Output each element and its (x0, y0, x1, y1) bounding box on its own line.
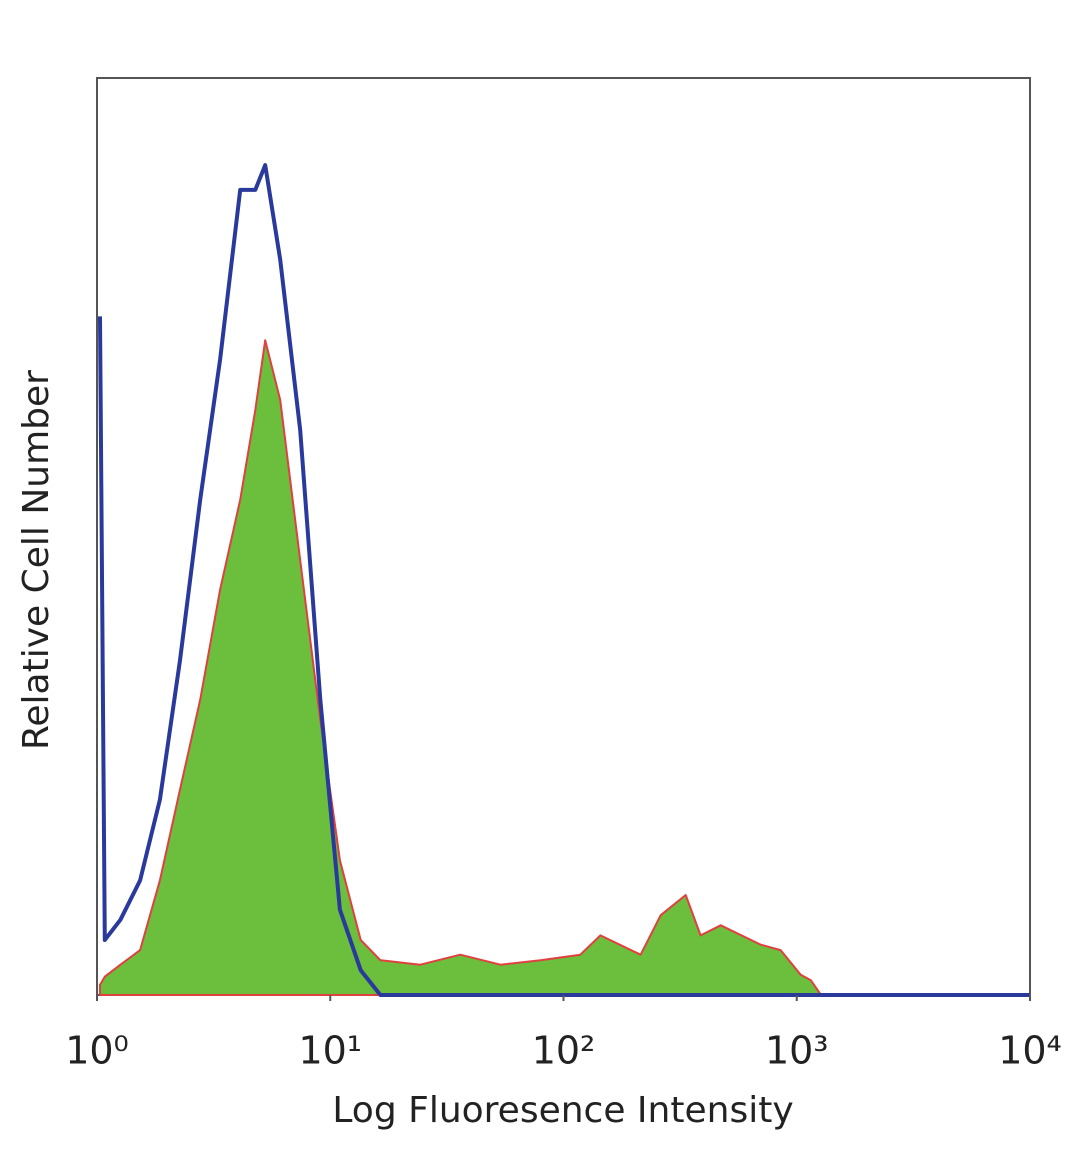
x-axis-label: Log Fluoresence Intensity (332, 1090, 793, 1131)
x-tick-label: 10³ (765, 1029, 829, 1073)
y-axis-label: Relative Cell Number (16, 370, 57, 750)
x-tick-label: 10² (532, 1029, 596, 1073)
x-tick-label: 10⁴ (998, 1029, 1062, 1073)
filled-histogram (99, 339, 1031, 996)
histogram-line (98, 163, 1030, 997)
x-tick-label: 10⁰ (65, 1029, 129, 1073)
x-tick-label: 10¹ (298, 1029, 362, 1073)
